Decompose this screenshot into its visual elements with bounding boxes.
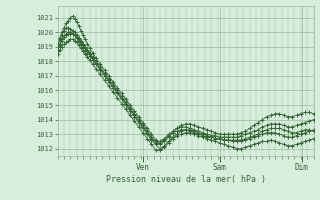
- X-axis label: Pression niveau de la mer( hPa ): Pression niveau de la mer( hPa ): [106, 175, 266, 184]
